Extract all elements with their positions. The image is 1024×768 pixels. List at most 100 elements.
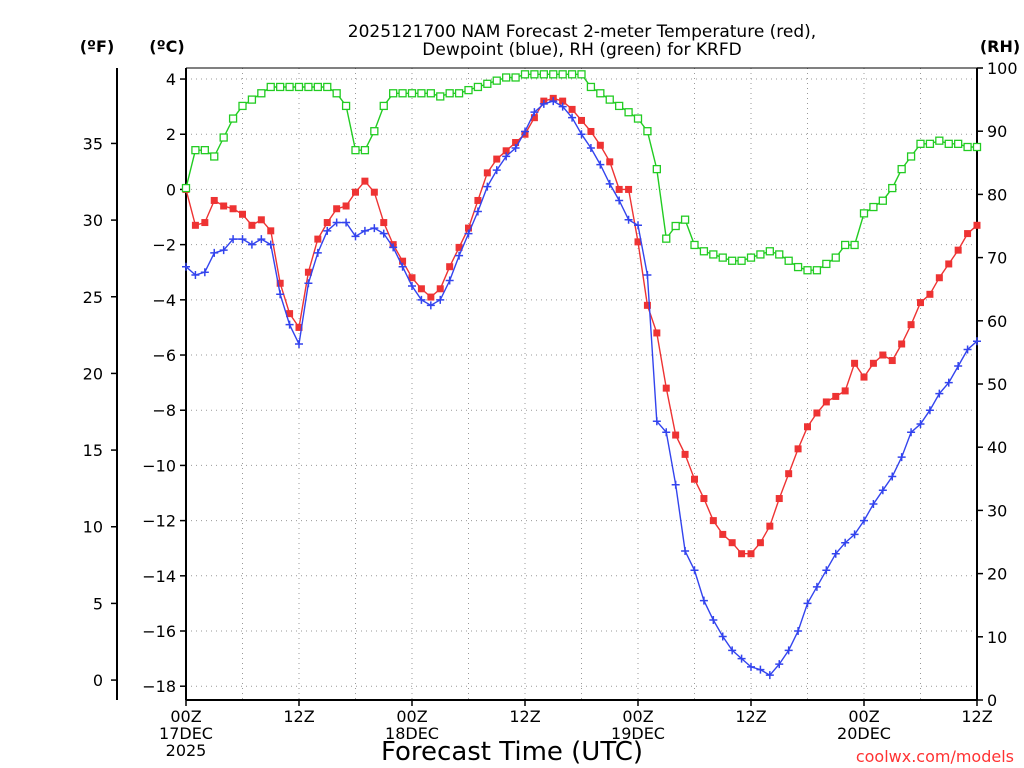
temperature-point <box>436 285 444 293</box>
temperature-point <box>483 169 491 177</box>
rh-point <box>737 256 746 265</box>
rh-point <box>370 127 379 136</box>
temperature-point <box>851 359 859 367</box>
temperature-point <box>926 290 934 298</box>
rh-point <box>869 202 878 212</box>
temperature-point <box>342 202 350 210</box>
temperature-point <box>719 530 727 538</box>
dewpoint-point <box>464 229 473 238</box>
rh-point <box>181 183 191 193</box>
dewpoint-point <box>681 546 690 555</box>
series-dewpoint <box>182 97 981 680</box>
dewpoint-point <box>662 428 671 437</box>
dewpoint-point <box>313 248 322 257</box>
dewpoint-point <box>257 235 266 244</box>
rh-point <box>793 262 803 272</box>
temperature-point <box>446 263 454 271</box>
temperature-point <box>841 387 849 395</box>
rh-point <box>436 92 445 101</box>
rh-point <box>341 101 351 111</box>
dewpoint-point <box>615 196 624 205</box>
temperature-point <box>417 285 425 293</box>
temperature-point <box>756 539 764 547</box>
celsius-axis-unit: (ºC) <box>149 37 184 56</box>
rh-point <box>878 196 887 205</box>
rh-point <box>624 108 633 117</box>
rh-point <box>699 247 709 256</box>
dewpoint-point <box>351 232 360 241</box>
time-tick-label: 19DEC <box>611 724 665 743</box>
dewpoint-point <box>878 486 887 495</box>
temperature-point <box>766 522 774 530</box>
credit-text: coolwx.com/models <box>856 747 1014 766</box>
dewpoint-point <box>408 282 416 291</box>
rh-point <box>577 70 586 79</box>
f-tick-label: 15 <box>83 441 103 460</box>
temperature-point <box>917 299 924 307</box>
temperature-point <box>239 210 246 218</box>
dewpoint-point <box>502 152 511 161</box>
rh-point <box>567 70 577 79</box>
f-tick-label: 30 <box>83 211 103 230</box>
rh-point <box>897 164 906 174</box>
rh-point <box>398 89 407 98</box>
c-tick-label: 2 <box>166 125 176 144</box>
rh-point <box>294 82 304 92</box>
f-tick-label: 5 <box>93 594 103 613</box>
temperature-point <box>267 227 275 235</box>
dewpoint-point <box>954 362 963 371</box>
rh-point <box>831 253 840 262</box>
dewpoint-point <box>728 646 737 655</box>
rh-point <box>944 139 953 148</box>
rh-point <box>323 82 332 92</box>
dewpoint-point <box>907 428 916 437</box>
dewpoint-point <box>897 453 906 462</box>
temperature-point <box>587 127 595 135</box>
dewpoint-point <box>182 262 190 271</box>
temperature-point <box>502 147 510 155</box>
dewpoint-point <box>568 113 577 122</box>
rh-point <box>671 221 680 231</box>
temperature-point <box>832 392 840 400</box>
temperature-point <box>691 475 698 483</box>
dewpoint-point <box>737 654 746 663</box>
fahrenheit-axis-unit: (ºF) <box>80 37 115 56</box>
rh-point <box>445 89 454 98</box>
temperature-point <box>879 351 887 359</box>
temperature-point <box>775 495 783 503</box>
dewpoint-point <box>426 301 435 310</box>
rh-point <box>586 82 596 92</box>
dewpoint-point <box>860 516 868 525</box>
rh-tick-label: 30 <box>987 501 1007 520</box>
dewpoint-point <box>709 615 718 624</box>
dewpoint-point <box>935 389 944 398</box>
temperature-point <box>323 219 331 227</box>
rh-point <box>954 139 963 148</box>
rh-point <box>596 89 605 98</box>
time-tick-label: 00Z <box>622 707 653 726</box>
rh-point <box>633 114 643 123</box>
rh-point <box>351 146 360 155</box>
time-tick-label: 12Z <box>283 707 314 726</box>
rh-point <box>756 250 765 259</box>
rh-tick-label: 50 <box>987 375 1007 394</box>
rh-point <box>464 85 473 95</box>
temperature-point <box>333 205 341 213</box>
dewpoint-point <box>775 660 784 669</box>
dewpoint-point <box>285 320 294 329</box>
rh-point <box>483 79 492 88</box>
dewpoint-point <box>822 566 831 575</box>
c-tick-label: 4 <box>166 70 176 89</box>
dewpoint-point <box>492 166 501 175</box>
rh-axis-unit: (RH) <box>980 37 1020 56</box>
dewpoint-point <box>925 406 934 415</box>
dewpoint-point <box>812 582 821 591</box>
series-rh <box>181 70 982 275</box>
dewpoint-point <box>643 270 652 279</box>
rh-point <box>972 142 982 152</box>
rh-point <box>191 146 200 155</box>
rh-point <box>426 89 435 98</box>
rh-point <box>389 89 398 98</box>
rh-point <box>313 82 322 92</box>
dewpoint-point <box>652 417 661 426</box>
